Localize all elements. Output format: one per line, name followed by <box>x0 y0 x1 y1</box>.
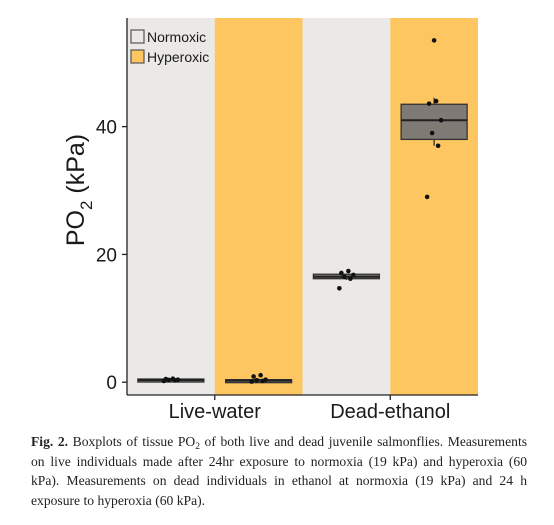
caption-text-2: of both live and dead juvenile salmonfli… <box>31 434 528 508</box>
point-dead-ethanol-normoxic <box>337 285 342 291</box>
caption-subscript: 2 <box>195 442 200 452</box>
legend-label-normoxic: Normoxic <box>147 29 206 45</box>
band-dead-ethanol-hyperoxic <box>390 18 478 395</box>
y-tick-label: 0 <box>106 373 117 394</box>
condition-bands <box>127 18 478 395</box>
point-dead-ethanol-normoxic <box>351 272 356 278</box>
x-tick-label: Dead-ethanol <box>330 401 450 423</box>
data-points <box>161 38 444 384</box>
y-tick-label: 20 <box>96 245 117 266</box>
point-live-water-hyperoxic <box>249 379 254 384</box>
legend-swatch-hyperoxic <box>130 49 145 64</box>
boxplot-chart: 0 20 40 Live-water Dead-ethanol PO2 (kPa) No… <box>62 18 478 423</box>
point-live-water-hyperoxic <box>251 374 256 379</box>
point-dead-ethanol-normoxic <box>346 268 351 274</box>
legend-swatch-normoxic <box>130 29 145 44</box>
y-axis-title: PO2 (kPa) <box>62 134 96 246</box>
point-live-water-hyperoxic <box>263 377 268 382</box>
point-dead-ethanol-hyperoxic <box>429 130 435 136</box>
point-dead-ethanol-hyperoxic <box>431 38 437 43</box>
band-dead-ethanol-normoxic <box>302 18 391 395</box>
point-dead-ethanol-hyperoxic <box>435 143 441 149</box>
point-dead-ethanol-hyperoxic <box>426 101 432 106</box>
y-tick-label: 40 <box>96 118 117 139</box>
legend-label-hyperoxic: Hyperoxic <box>147 49 209 65</box>
caption-text-1: Boxplots of tissue PO <box>68 434 196 449</box>
point-dead-ethanol-normoxic <box>348 276 353 282</box>
point-live-water-hyperoxic <box>258 372 263 378</box>
point-live-water-normoxic <box>175 377 181 382</box>
point-dead-ethanol-hyperoxic <box>424 194 430 200</box>
point-dead-ethanol-hyperoxic <box>433 98 439 104</box>
point-dead-ethanol-hyperoxic <box>438 117 444 123</box>
band-live-water-normoxic <box>127 18 215 395</box>
x-tick-label: Live-water <box>169 401 262 423</box>
axes: 0 20 40 Live-water Dead-ethanol <box>96 18 478 423</box>
figure-caption: Fig. 2. Boxplots of tissue PO2 of both l… <box>31 432 527 510</box>
point-live-water-normoxic <box>170 376 176 382</box>
point-live-water-normoxic <box>163 376 169 382</box>
point-dead-ethanol-normoxic <box>342 274 347 280</box>
band-live-water-hyperoxic <box>214 18 303 395</box>
point-live-water-hyperoxic <box>254 378 259 383</box>
point-dead-ethanol-normoxic <box>339 270 344 276</box>
legend: Normoxic Hyperoxic <box>130 29 209 65</box>
figure-label: Fig. 2. <box>31 434 69 449</box>
